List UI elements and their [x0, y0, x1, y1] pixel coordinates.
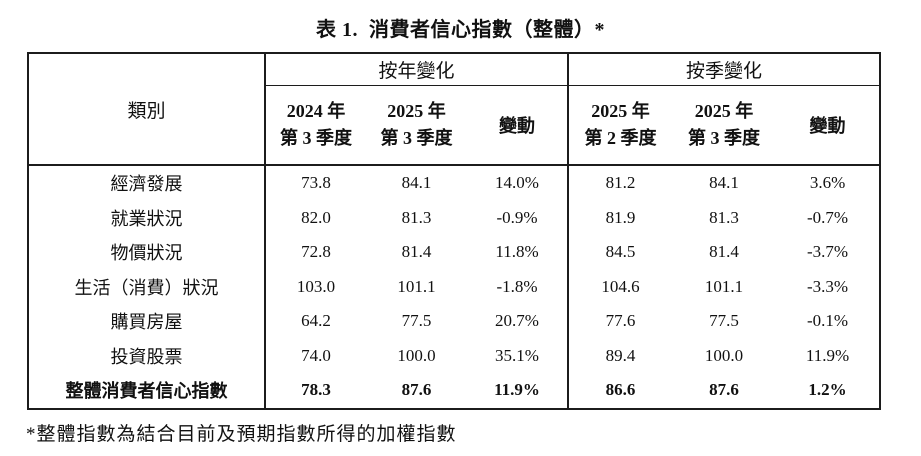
cell-value: 86.6	[567, 373, 673, 409]
header-col-year: 2025 年	[694, 101, 754, 121]
cell-value: 103.0	[296, 276, 336, 296]
cell-value: 77.5	[709, 311, 739, 331]
cell-value: -0.1%	[807, 311, 849, 331]
cell-value: 35.1%	[495, 345, 539, 365]
cell-value: -3.7%	[807, 242, 849, 262]
cell-value: 84.5	[567, 235, 673, 270]
cell-value: 14.0%	[495, 173, 539, 193]
cell-value: 81.9	[567, 200, 673, 235]
header-col-2025q3-yoy: 2025 年 第 3 季度	[366, 85, 467, 166]
header-col-quarter: 第 2 季度	[584, 128, 657, 148]
row-label: 就業狀況	[28, 200, 266, 235]
footnote: *整體指數為結合目前及預期指數所得的加權指數	[26, 424, 457, 445]
cell-value: -1.8%	[496, 276, 538, 296]
cell-value: 101.1	[397, 276, 436, 296]
row-label: 物價狀況	[28, 235, 266, 270]
header-col-quarter: 第 3 季度	[380, 128, 453, 148]
cell-value: 64.2	[301, 311, 331, 331]
header-col-2025q2: 2025 年 第 2 季度	[567, 85, 673, 166]
header-col-change-qoq: 變動	[776, 85, 881, 166]
cell-value: 74.0	[301, 345, 331, 365]
header-col-year: 2025 年	[591, 101, 650, 121]
cell-value: 1.2%	[808, 380, 847, 400]
cell-value: 100.0	[397, 345, 436, 365]
cell-value: 78.3	[301, 380, 331, 400]
cell-value: 73.8	[301, 173, 331, 193]
table-row-total: 整體消費者信心指數 78.3 87.6 11.9% 86.6 87.6 1.2%	[28, 373, 880, 409]
header-group-yoy: 按年變化	[265, 53, 569, 86]
header-col-2024q3: 2024 年 第 3 季度	[265, 85, 366, 166]
cell-value: 81.4	[401, 242, 432, 262]
cell-value: 89.4	[567, 338, 673, 373]
header-col-change-yoy: 變動	[467, 85, 569, 166]
cell-value: -0.7%	[807, 207, 849, 227]
cell-value: 3.6%	[809, 173, 846, 193]
header-group-qoq: 按季變化	[567, 53, 881, 86]
table-row: 物價狀況 72.8 81.4 11.8% 84.5 81.4 -3.7%	[28, 235, 880, 270]
table-title: 表 1. 消費者信心指數（整體）*	[316, 19, 605, 41]
table-row: 生活（消費）狀況 103.0 101.1 -1.8% 104.6 101.1 -…	[28, 269, 880, 304]
cell-value: 104.6	[567, 269, 673, 304]
header-column-row: 2024 年 第 3 季度 2025 年 第 3 季度 變動 2025 年 第 …	[28, 85, 881, 166]
cell-value: 77.5	[401, 311, 432, 331]
header-category: 類別	[28, 53, 266, 166]
cell-value: 87.6	[401, 380, 432, 400]
table-container: 類別 按年變化 按季變化 2024 年 第 3 季度 2025 年 第 3 季度…	[27, 52, 882, 410]
row-label: 投資股票	[28, 338, 266, 373]
cell-value: 81.3	[709, 207, 739, 227]
header-group-row: 類別 按年變化 按季變化	[28, 53, 881, 166]
table-row: 就業狀況 82.0 81.3 -0.9% 81.9 81.3 -0.7%	[28, 200, 880, 235]
cell-value: 84.1	[401, 173, 432, 193]
table-row: 經濟發展 73.8 84.1 14.0% 81.2 84.1 3.6%	[28, 165, 880, 201]
cell-value: 81.4	[709, 242, 739, 262]
cell-value: 81.2	[567, 165, 673, 201]
row-label: 整體消費者信心指數	[28, 373, 266, 409]
cell-value: 81.3	[401, 207, 432, 227]
cell-value: 11.9%	[494, 380, 540, 400]
header-col-quarter: 第 3 季度	[688, 128, 761, 148]
cell-value: 77.6	[567, 304, 673, 339]
header-col-quarter: 第 3 季度	[280, 128, 352, 148]
cell-value: 11.9%	[805, 345, 850, 365]
cell-value: 87.6	[709, 380, 739, 400]
cell-value: -3.3%	[807, 276, 849, 296]
header-col-year: 2024 年	[286, 101, 346, 121]
cell-value: 84.1	[709, 173, 739, 193]
header-col-2025q3-qoq: 2025 年 第 3 季度	[672, 85, 777, 166]
cell-value: -0.9%	[496, 207, 538, 227]
cell-value: 72.8	[301, 242, 331, 262]
cell-value: 100.0	[704, 345, 744, 365]
row-label: 生活（消費）狀況	[28, 269, 266, 304]
row-label: 購買房屋	[28, 304, 266, 339]
cell-value: 82.0	[301, 207, 331, 227]
confidence-index-table: 類別 按年變化 按季變化 2024 年 第 3 季度 2025 年 第 3 季度…	[27, 52, 882, 410]
cell-value: 11.8%	[495, 242, 539, 262]
row-label: 經濟發展	[28, 165, 266, 201]
header-col-year: 2025 年	[387, 101, 446, 121]
cell-value: 20.7%	[495, 311, 539, 331]
table-row: 購買房屋 64.2 77.5 20.7% 77.6 77.5 -0.1%	[28, 304, 880, 339]
cell-value: 101.1	[704, 276, 744, 296]
table-row: 投資股票 74.0 100.0 35.1% 89.4 100.0 11.9%	[28, 338, 880, 373]
